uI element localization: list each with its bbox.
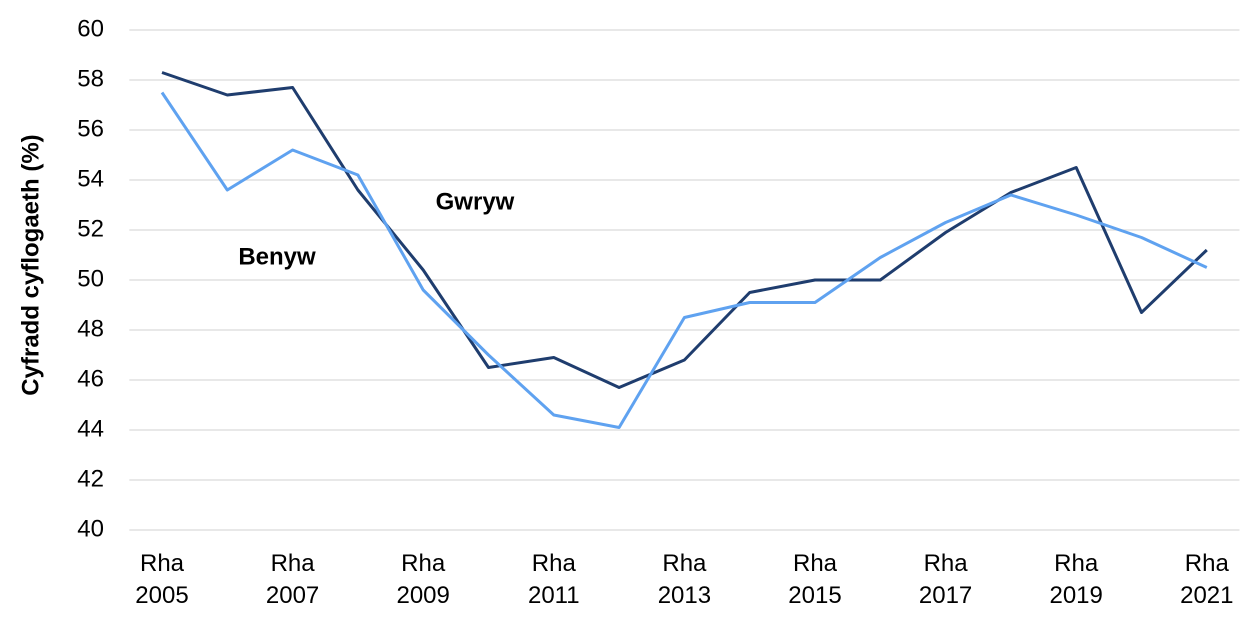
y-tick-label: 48 bbox=[77, 315, 104, 342]
y-tick-label: 46 bbox=[77, 365, 104, 392]
x-tick-label: Rha 2007 bbox=[265, 550, 320, 609]
y-axis-title: Cyfradd cyflogaeth (%) bbox=[17, 134, 44, 395]
series-label: Gwryw bbox=[436, 188, 515, 215]
x-tick-label: Rha 2005 bbox=[135, 550, 189, 609]
line bbox=[160, 91, 1208, 429]
y-tick-label: 52 bbox=[77, 215, 104, 242]
y-tick-label: 58 bbox=[77, 65, 104, 92]
y-tick-label: 42 bbox=[77, 465, 104, 492]
x-tick-label: Rha 2017 bbox=[918, 550, 973, 609]
x-tick-label: Rha 2019 bbox=[1049, 550, 1103, 609]
series-label: Benyw bbox=[238, 243, 316, 270]
x-tick-label: Rha 2013 bbox=[657, 550, 712, 609]
x-tick-label: Rha 2021 bbox=[1180, 550, 1234, 609]
x-tick-label: Rha 2011 bbox=[527, 550, 580, 609]
y-tick-label: 56 bbox=[77, 115, 104, 142]
y-tick-label: 60 bbox=[77, 15, 104, 42]
x-tick-label: Rha 2015 bbox=[788, 550, 842, 609]
x-tick-label: Rha 2009 bbox=[396, 550, 450, 609]
y-tick-label: 54 bbox=[77, 165, 104, 192]
y-tick-label: 50 bbox=[77, 265, 104, 292]
y-tick-label: 44 bbox=[77, 415, 104, 442]
y-tick-label: 40 bbox=[77, 515, 104, 542]
line bbox=[161, 71, 1208, 389]
